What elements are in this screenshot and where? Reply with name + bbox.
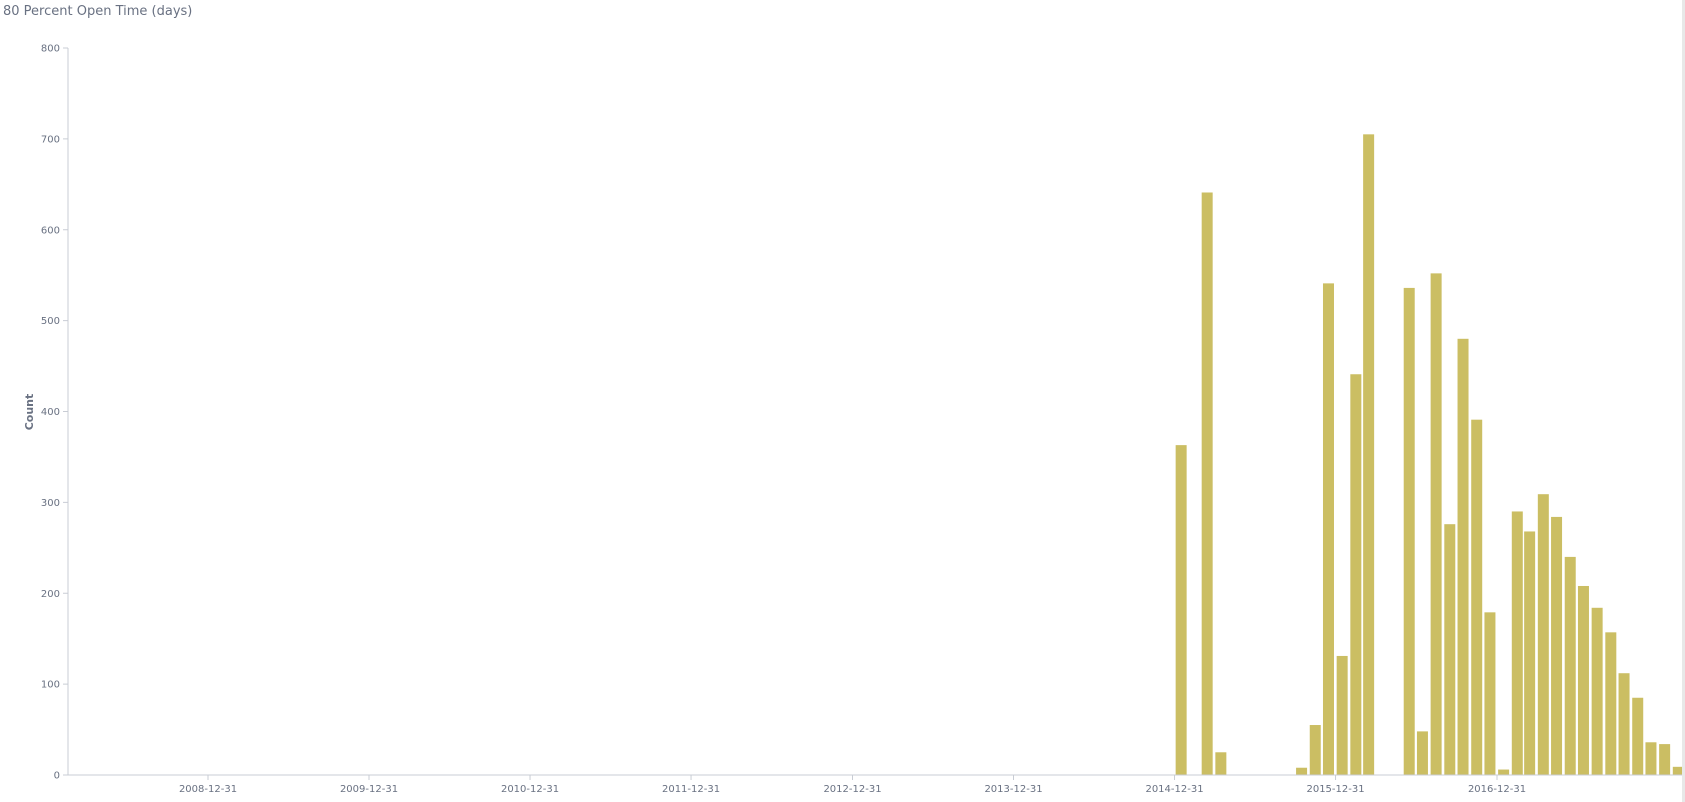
bar[interactable]: [1591, 607, 1603, 775]
y-axis: 0 100 200 300 400 500 600 700 800: [41, 44, 68, 782]
bar[interactable]: [1336, 655, 1348, 775]
y-tick-label: 200: [41, 589, 60, 600]
x-tick-label: 2011-12-31: [662, 784, 720, 795]
y-axis-label: Count: [23, 394, 36, 431]
y-tick-label: 500: [41, 316, 60, 327]
y-tick-label: 0: [54, 771, 60, 782]
x-tick-label: 2009-12-31: [340, 784, 398, 795]
bar[interactable]: [1498, 769, 1510, 775]
y-tick-label: 800: [41, 44, 60, 55]
x-axis: 2008-12-31 2009-12-31 2010-12-31 2011-12-31…: [179, 775, 1526, 795]
bar[interactable]: [1551, 516, 1563, 775]
bar[interactable]: [1645, 742, 1657, 775]
bar[interactable]: [1322, 283, 1334, 775]
bar[interactable]: [1457, 338, 1469, 775]
bar[interactable]: [1215, 752, 1227, 775]
x-tick-label: 2008-12-31: [179, 784, 237, 795]
scrollbar-edge[interactable]: [1682, 0, 1685, 802]
x-tick-label: 2014-12-31: [1145, 784, 1203, 795]
y-tick-label: 400: [41, 407, 60, 418]
bars-group: [1175, 134, 1684, 776]
bar[interactable]: [1484, 612, 1496, 775]
bar[interactable]: [1672, 766, 1684, 775]
y-tick-label: 700: [41, 134, 60, 145]
y-tick-label: 300: [41, 498, 60, 509]
bar[interactable]: [1618, 673, 1630, 775]
x-tick-label: 2010-12-31: [501, 784, 559, 795]
bar[interactable]: [1350, 374, 1362, 775]
bar[interactable]: [1416, 731, 1428, 775]
bar[interactable]: [1632, 697, 1644, 775]
x-tick-label: 2015-12-31: [1306, 784, 1364, 795]
bar[interactable]: [1296, 767, 1308, 775]
bar[interactable]: [1201, 192, 1213, 775]
bar[interactable]: [1537, 494, 1549, 775]
bar[interactable]: [1403, 287, 1415, 775]
x-tick-label: 2013-12-31: [984, 784, 1042, 795]
chart-title: 80 Percent Open Time (days): [3, 4, 193, 19]
y-tick-label: 600: [41, 225, 60, 236]
bar[interactable]: [1175, 445, 1187, 775]
bar[interactable]: [1605, 632, 1617, 775]
bar[interactable]: [1430, 273, 1442, 775]
bar[interactable]: [1309, 725, 1321, 775]
bar[interactable]: [1577, 585, 1589, 775]
bar[interactable]: [1444, 524, 1456, 775]
bar[interactable]: [1511, 511, 1523, 775]
x-tick-label: 2016-12-31: [1468, 784, 1526, 795]
bar[interactable]: [1524, 531, 1536, 775]
bar[interactable]: [1564, 556, 1576, 775]
bar[interactable]: [1659, 744, 1671, 775]
bar[interactable]: [1363, 134, 1375, 776]
bar[interactable]: [1471, 419, 1483, 775]
y-tick-label: 100: [41, 680, 60, 691]
x-tick-label: 2012-12-31: [823, 784, 881, 795]
